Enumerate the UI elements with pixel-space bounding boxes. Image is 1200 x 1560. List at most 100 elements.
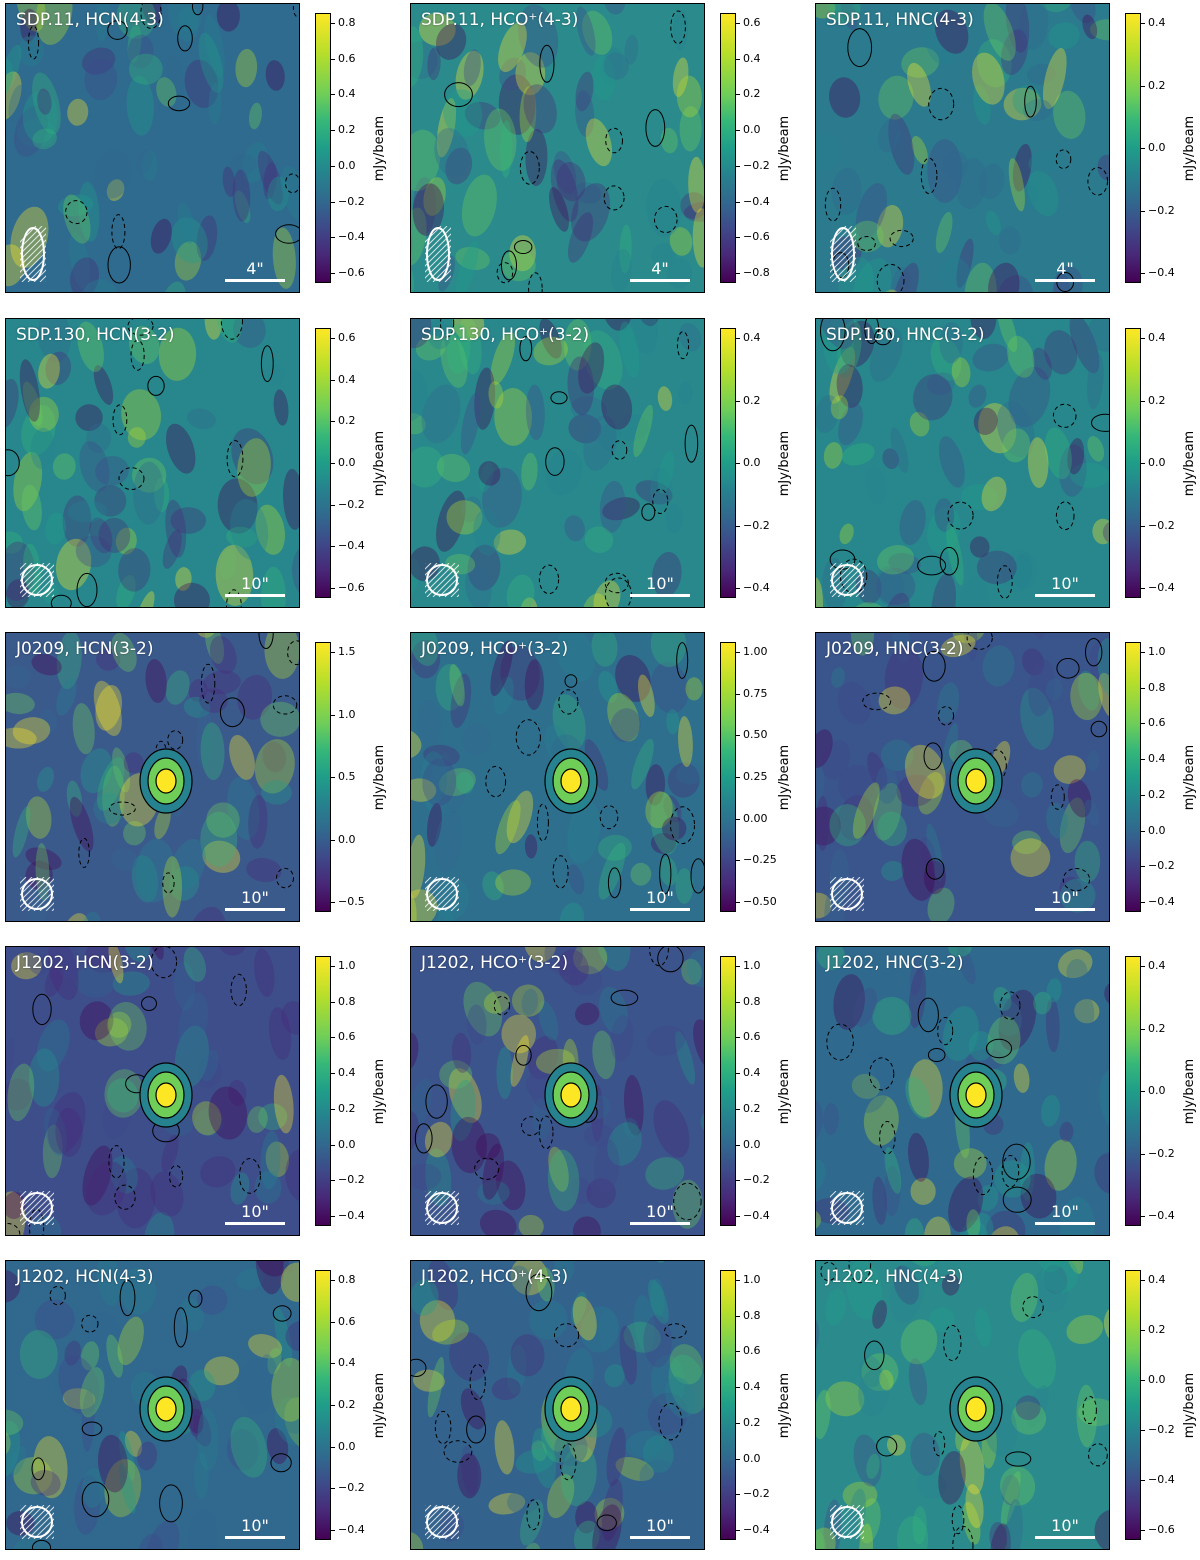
emission-blob xyxy=(66,98,89,127)
colorbar-tick-label: 0.4 xyxy=(1142,752,1166,765)
intensity-map: SDP.11, HNC(4-3)4" xyxy=(815,3,1110,293)
beam-ellipse-icon xyxy=(20,877,54,911)
contour xyxy=(650,947,669,966)
scale-bar xyxy=(1035,1536,1095,1539)
colorbar-tick-label: 0.4 xyxy=(737,331,761,344)
colorbar-tick-label: −0.6 xyxy=(332,581,365,594)
scale-label: 10" xyxy=(225,888,285,907)
colorbar-tick-label: 0.4 xyxy=(332,1066,356,1079)
contour xyxy=(642,504,655,520)
colorbar-tick-label: 0.6 xyxy=(332,1030,356,1043)
emission-blob xyxy=(908,1431,943,1477)
emission-blob xyxy=(193,1233,235,1235)
contour xyxy=(600,806,618,829)
emission-blob xyxy=(1084,434,1107,464)
emission-blob xyxy=(904,1218,924,1235)
contour xyxy=(928,1049,945,1062)
emission-blob xyxy=(1102,980,1109,1008)
contour xyxy=(1092,414,1110,431)
colorbar-tick-label: 0.2 xyxy=(1142,79,1166,92)
beam-ellipse-icon xyxy=(20,1191,54,1225)
contour xyxy=(142,997,157,1011)
source-contour xyxy=(156,769,176,793)
emission-blob xyxy=(245,856,284,885)
emission-blob xyxy=(525,834,538,858)
intensity-map: J1202, HCO⁺(3-2)10" xyxy=(410,946,705,1236)
emission-blob xyxy=(699,1105,704,1137)
colorbar-tick-label: 0.2 xyxy=(737,1416,761,1429)
colorbar-tick-label: 0.4 xyxy=(332,87,356,100)
map-texture xyxy=(6,4,299,292)
emission-blob xyxy=(6,434,7,494)
scale-label: 10" xyxy=(1035,888,1095,907)
emission-blob xyxy=(647,1096,697,1163)
emission-blob xyxy=(905,1132,931,1183)
contour xyxy=(1006,1452,1031,1466)
colorbar-tick-label: 1.0 xyxy=(332,959,356,972)
emission-blob xyxy=(272,389,290,427)
emission-blob xyxy=(90,146,135,201)
emission-blob xyxy=(837,522,856,546)
scale-bar xyxy=(1035,594,1095,597)
emission-blob xyxy=(247,102,263,130)
colorbar-tick-label: −0.6 xyxy=(737,230,770,243)
contour xyxy=(685,425,698,462)
contour xyxy=(848,29,872,67)
contour xyxy=(952,1506,964,1534)
panel-title: J0209, HCN(3-2) xyxy=(16,639,154,659)
colorbar-tick-label: −0.4 xyxy=(737,1523,770,1536)
emission-blob xyxy=(863,465,888,506)
emission-blob xyxy=(1086,750,1100,772)
scale-bar xyxy=(225,1222,285,1225)
colorbar-tick-label: 0.4 xyxy=(1142,959,1166,972)
emission-blob xyxy=(650,633,688,668)
panel-title: SDP.130, HCN(3-2) xyxy=(16,325,175,345)
emission-blob xyxy=(565,863,587,897)
panel-title: J1202, HCO⁺(3-2) xyxy=(421,953,568,973)
emission-blob xyxy=(1045,19,1083,54)
beam-ellipse-icon xyxy=(830,877,864,911)
beam-ellipse-icon xyxy=(830,563,864,597)
colorbar-tick-label: −0.4 xyxy=(332,230,365,243)
panel-title: J1202, HCO⁺(4-3) xyxy=(421,1267,568,1287)
emission-blob xyxy=(906,1357,930,1406)
colorbar-tick-label: 0.2 xyxy=(1142,394,1166,407)
colorbar-tick-label: −0.2 xyxy=(737,519,770,532)
beam-ellipse-icon xyxy=(20,563,54,597)
emission-blob xyxy=(260,702,299,737)
emission-blob xyxy=(262,364,285,387)
intensity-map: SDP.130, HCN(3-2)10" xyxy=(5,318,300,608)
colorbar-tick-label: −0.4 xyxy=(1142,581,1175,594)
emission-blob xyxy=(1094,1509,1109,1549)
emission-blob xyxy=(255,1171,282,1204)
scale-label: 10" xyxy=(1035,1516,1095,1535)
colorbar-tick-label: 0.0 xyxy=(332,1138,356,1151)
emission-blob xyxy=(517,1213,546,1235)
contour xyxy=(160,1485,183,1522)
colorbar-tick-label: 0.75 xyxy=(737,687,768,700)
emission-blob xyxy=(158,1133,182,1174)
emission-blob xyxy=(850,1432,886,1489)
beam-ellipse-icon xyxy=(425,1505,459,1539)
scale-bar xyxy=(1035,908,1095,911)
contour xyxy=(277,868,294,887)
scale-bar xyxy=(630,908,690,911)
colorbar-tick-label: 0.0 xyxy=(332,159,356,172)
contour xyxy=(112,215,125,249)
intensity-map: J1202, HCN(4-3)10" xyxy=(5,1260,300,1550)
emission-blob xyxy=(1059,1121,1074,1142)
contour xyxy=(1057,659,1079,679)
emission-blob xyxy=(686,677,703,700)
emission-blob xyxy=(234,48,258,87)
contour xyxy=(539,565,558,594)
